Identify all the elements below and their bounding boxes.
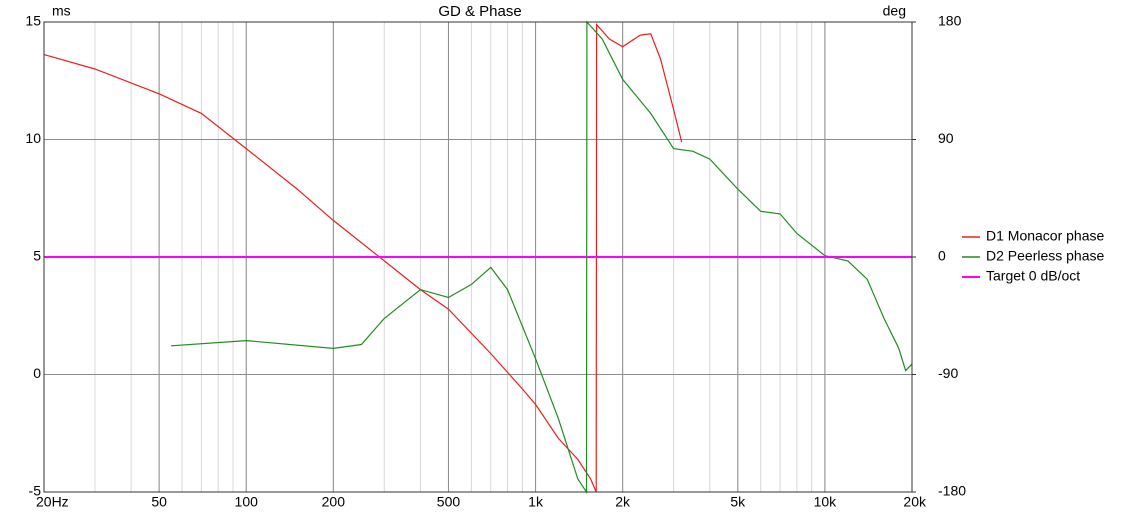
y2-tick-label: 90 xyxy=(938,130,954,146)
plot-frame xyxy=(43,21,913,493)
x-tick-label: 20Hz xyxy=(36,494,69,510)
y2-tick-label: 0 xyxy=(938,248,946,264)
y-tick-label: 5 xyxy=(33,248,41,264)
series-line xyxy=(43,23,683,493)
x-tick-label: 50 xyxy=(151,494,167,510)
y-tick-label: -5 xyxy=(29,483,42,499)
x-tick-label: 10k xyxy=(814,494,838,510)
y2-tick-label: -90 xyxy=(938,365,958,381)
y2-tick-label: -180 xyxy=(938,483,966,499)
plot-lines xyxy=(43,20,913,494)
x-tick-label: 100 xyxy=(235,494,259,510)
series-line xyxy=(171,20,913,494)
x-tick-label: 2k xyxy=(615,494,631,510)
y-tick-label: 10 xyxy=(25,130,41,146)
legend: D1 Monacor phase D2 Peerless phase Target … xyxy=(962,228,1105,284)
y2-axis-label: deg xyxy=(883,3,906,19)
x-tick-label: 200 xyxy=(322,494,346,510)
legend-label: D1 Monacor phase xyxy=(986,228,1105,244)
y-tick-label: 0 xyxy=(33,365,41,381)
x-tick-label: 5k xyxy=(730,494,746,510)
x-tick-label: 500 xyxy=(437,494,461,510)
x-tick-label: 1k xyxy=(528,494,544,510)
chart-title: GD & Phase xyxy=(438,3,521,20)
y-axis-label: ms xyxy=(52,3,71,19)
x-tick-label: 20k xyxy=(903,494,927,510)
y-tick-label: 15 xyxy=(25,13,41,29)
y2-tick-label: 180 xyxy=(938,13,962,29)
legend-label: D2 Peerless phase xyxy=(986,248,1105,264)
legend-label: Target 0 dB/oct xyxy=(986,268,1080,284)
